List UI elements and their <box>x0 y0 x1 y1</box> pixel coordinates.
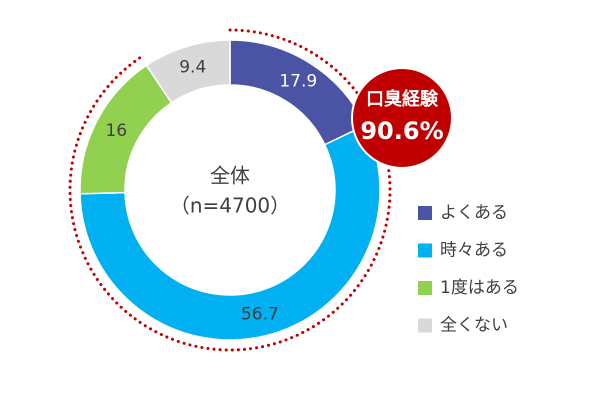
donut-slice <box>79 124 381 341</box>
data-label: 17.9 <box>279 72 317 92</box>
legend-swatch <box>418 206 432 220</box>
data-label: 9.4 <box>179 58 206 78</box>
legend-label: 時々ある <box>440 241 508 261</box>
legend-label: 1度はある <box>440 278 519 298</box>
legend-label: 全くない <box>440 316 508 336</box>
legend-label: よくある <box>440 203 508 223</box>
legend-swatch <box>418 318 432 333</box>
donut-slice <box>145 39 231 104</box>
center-title: 全体 <box>210 164 250 188</box>
data-label: 16 <box>105 121 127 141</box>
center-subtitle: （n=4700） <box>170 194 290 218</box>
legend-swatch <box>418 281 432 295</box>
data-label: 56.7 <box>241 304 279 324</box>
annotation-title: 口臭経験 <box>366 88 439 110</box>
legend-swatch <box>418 243 432 258</box>
annotation-badge <box>351 67 453 169</box>
annotation-value: 90.6% <box>360 117 443 145</box>
donut-slice <box>229 39 367 146</box>
